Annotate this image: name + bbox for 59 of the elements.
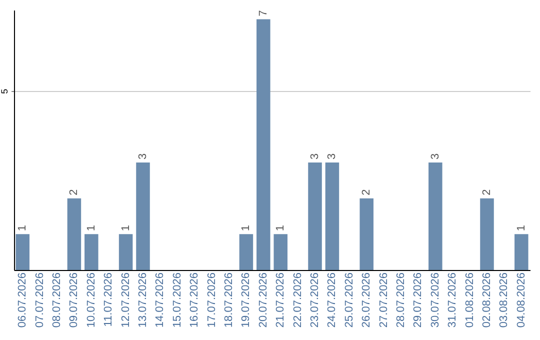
x-tick-label: 14.07.2026 [154,272,166,328]
data-label: 3 [326,153,338,160]
data-label: 1 [85,225,98,232]
x-tick-label: 10.07.2026 [85,272,98,328]
bar [480,198,494,270]
x-tick-label: 25.07.2026 [343,272,356,328]
data-label: 2 [481,189,493,196]
x-tick-label: 06.07.2026 [16,272,29,328]
x-tick-label: 02.08.2026 [481,272,493,328]
x-tick-label: 12.07.2026 [120,272,132,328]
data-label: 1 [120,225,132,232]
x-tick-label: 28.07.2026 [395,272,407,328]
x-tick-label: 13.07.2026 [137,272,149,328]
x-tick-label: 22.07.2026 [292,272,304,328]
x-tick-label: 18.07.2026 [223,272,235,328]
data-label: 1 [240,225,252,232]
bar [16,234,30,270]
x-tick-label: 17.07.2026 [206,272,218,328]
bar [360,198,374,270]
x-tick-label: 03.08.2026 [498,272,510,328]
data-label: 3 [309,153,321,160]
data-label: 3 [429,153,442,160]
x-tick-label: 31.07.2026 [446,272,459,328]
bar [325,162,340,270]
x-tick-label: 26.07.2026 [360,272,373,328]
data-label: 2 [68,189,80,196]
bar [67,198,82,270]
x-tick-label: 15.07.2026 [171,272,184,328]
x-tick-label: 07.07.2026 [34,272,46,328]
x-tick-label: 30.07.2026 [429,272,442,328]
data-label: 3 [137,153,149,160]
bar [428,162,442,270]
x-tick-label: 29.07.2026 [412,272,424,328]
x-tick-label: 21.07.2026 [274,272,287,328]
bar [514,234,528,270]
bar [84,234,98,270]
x-tick-label: 16.07.2026 [188,272,201,328]
bar [256,19,270,270]
x-tick-label: 04.08.2026 [515,272,528,328]
x-tick-label: 08.07.2026 [51,272,63,328]
x-tick-label: 27.07.2026 [378,272,390,328]
x-tick-label: 20.07.2026 [257,272,270,328]
x-tick-label: 24.07.2026 [326,272,338,328]
data-label: 2 [360,189,373,196]
x-tick-label: 19.07.2026 [240,272,252,328]
data-label: 1 [16,225,29,232]
y-tick-label: 5 [0,88,10,94]
data-label: 1 [274,225,287,232]
data-label: 1 [515,225,528,232]
data-label: 7 [257,10,270,16]
bar [136,162,150,270]
x-tick-label: 23.07.2026 [309,272,321,328]
x-tick-label: 11.07.2026 [102,272,115,327]
bar [274,234,288,270]
bar [308,162,322,270]
bar [239,234,254,270]
bar [118,234,133,270]
x-tick-label: 09.07.2026 [68,272,80,328]
x-tick-label: 01.08.2026 [464,272,476,328]
